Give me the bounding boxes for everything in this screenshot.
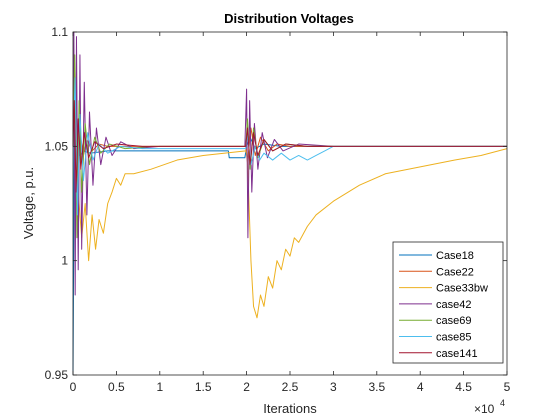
y-axis: 0.95 1 1.05 1.1	[45, 25, 507, 382]
legend-label: case85	[436, 332, 471, 344]
x-tick-label: 2.5	[282, 380, 299, 394]
legend-label: Case33bw	[436, 283, 488, 295]
y-tick-label: 0.95	[45, 368, 69, 382]
series-line-case85	[72, 77, 507, 216]
series-lines	[72, 31, 508, 376]
x-tick-label: 5	[504, 380, 511, 394]
series-line-case33bw	[72, 77, 508, 319]
legend-box	[392, 241, 504, 364]
x-tick-label: 1.5	[195, 380, 212, 394]
x-tick-label: 1	[156, 380, 163, 394]
x-tick-label: 4.5	[455, 380, 472, 394]
chart-title: Distribution Voltages	[224, 11, 354, 26]
x-tick-label: 0	[70, 380, 77, 394]
series-line-case141	[72, 100, 507, 193]
x-axis: 0 0.5 1 1.5 2 2.5 3 3.5 4 4.5 5	[70, 32, 511, 394]
x-tick-label: 4	[417, 380, 424, 394]
legend-label: case42	[436, 299, 471, 311]
x-tick-label: 3	[330, 380, 337, 394]
x-axis-exponent-base: ×10	[474, 402, 495, 416]
y-tick-label: 1.1	[51, 25, 68, 39]
x-tick-label: 3.5	[368, 380, 385, 394]
y-axis-label: Voltage, p.u.	[21, 167, 36, 239]
legend-items: Case18 Case22 Case33bw case42 case69 case85 ca…	[399, 250, 488, 360]
y-tick-label: 1.05	[45, 139, 69, 153]
legend-label: case141	[436, 348, 478, 360]
y-tick-label: 1	[61, 254, 68, 268]
legend-label: Case18	[436, 250, 474, 262]
x-tick-label: 0.5	[108, 380, 125, 394]
x-tick-label: 2	[243, 380, 250, 394]
legend-label: Case22	[436, 266, 474, 278]
x-axis-exponent-power: 4	[500, 398, 505, 408]
x-axis-label: Iterations	[263, 401, 317, 416]
legend-label: case69	[436, 315, 471, 327]
x-axis-exponent: ×10 4	[474, 398, 505, 416]
legend: Case18 Case22 Case33bw case42 case69 case85 ca…	[392, 241, 504, 364]
